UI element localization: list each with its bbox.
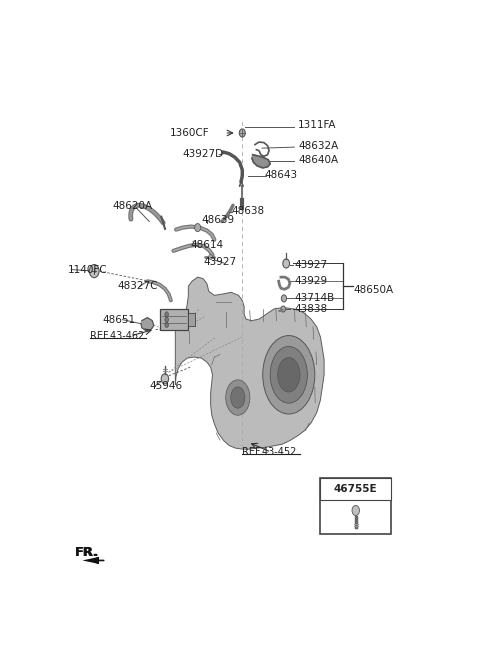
Ellipse shape	[270, 346, 307, 403]
Ellipse shape	[231, 387, 245, 408]
Text: REF.43-452: REF.43-452	[242, 447, 297, 457]
Circle shape	[161, 374, 168, 384]
Text: 43927: 43927	[203, 257, 236, 267]
Circle shape	[165, 317, 168, 322]
Circle shape	[165, 323, 168, 327]
Circle shape	[281, 306, 286, 312]
Text: FR.: FR.	[75, 547, 100, 559]
Text: 48651: 48651	[103, 315, 136, 325]
Polygon shape	[175, 277, 324, 449]
Bar	[321, 478, 391, 499]
Circle shape	[165, 312, 168, 317]
Circle shape	[281, 295, 287, 302]
Text: 45946: 45946	[149, 381, 182, 391]
Text: 43838: 43838	[294, 304, 327, 314]
Text: 43927D: 43927D	[183, 148, 224, 159]
Ellipse shape	[226, 380, 250, 415]
Circle shape	[209, 254, 213, 260]
Text: 48643: 48643	[264, 170, 298, 180]
Text: 48639: 48639	[202, 215, 235, 225]
Text: 48638: 48638	[231, 206, 264, 216]
Text: 43714B: 43714B	[294, 294, 335, 304]
Text: 48620A: 48620A	[112, 201, 152, 212]
Circle shape	[195, 223, 201, 232]
Text: 48650A: 48650A	[354, 285, 394, 295]
Text: 48327C: 48327C	[118, 281, 158, 291]
Bar	[321, 478, 391, 534]
Text: 1311FA: 1311FA	[298, 120, 336, 130]
Bar	[188, 313, 195, 326]
Text: 48632A: 48632A	[298, 141, 338, 151]
Text: 48614: 48614	[190, 240, 223, 250]
Ellipse shape	[277, 357, 300, 392]
Bar	[160, 309, 188, 330]
Text: 43927: 43927	[294, 260, 327, 270]
Circle shape	[283, 259, 289, 268]
Circle shape	[240, 129, 245, 137]
Text: FR.: FR.	[75, 547, 98, 559]
Text: REF.43-462: REF.43-462	[90, 331, 144, 341]
Polygon shape	[252, 155, 270, 168]
Text: 46755E: 46755E	[334, 484, 378, 494]
Polygon shape	[83, 557, 99, 564]
Circle shape	[352, 505, 360, 516]
Circle shape	[89, 265, 99, 278]
Text: 1360CF: 1360CF	[170, 128, 209, 138]
Text: 48640A: 48640A	[298, 155, 338, 165]
Ellipse shape	[263, 336, 315, 414]
Text: 43929: 43929	[294, 276, 327, 286]
Text: 1140FC: 1140FC	[67, 265, 107, 275]
Polygon shape	[141, 317, 154, 330]
